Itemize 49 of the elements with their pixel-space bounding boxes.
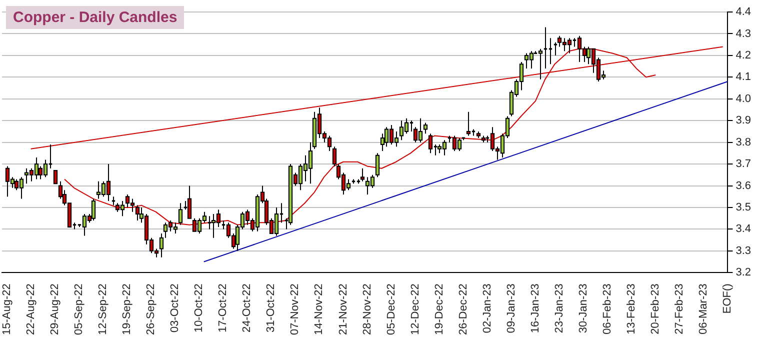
y-tick-label: 3.2	[736, 266, 752, 279]
y-tick-label: 3.8	[736, 136, 752, 148]
x-tick-label: 06-Mar-23	[698, 284, 710, 334]
x-tick-label: 14-Nov-22	[313, 284, 326, 335]
candlestick	[548, 38, 553, 65]
y-tick-label: 3.3	[736, 244, 752, 257]
x-tick-label: 16-Jan-23	[530, 284, 542, 334]
x-tick-label: 12-Sep-22	[96, 284, 109, 336]
x-tick-label: 26-Dec-22	[457, 284, 470, 335]
x-tick-label: 03-Oct-22	[169, 284, 182, 333]
y-tick-label: 4.3	[736, 28, 752, 40]
x-tick-label: 24-Oct-22	[241, 284, 254, 333]
x-tick-label: 19-Sep-22	[120, 284, 133, 336]
y-tick-label: 4.1	[736, 71, 752, 84]
y-tick-label: 3.5	[736, 202, 752, 214]
x-tick-label: EOF()	[722, 284, 734, 314]
x-tick-label: 09-Jan-23	[505, 284, 518, 334]
x-tick-label: 31-Oct-22	[265, 284, 278, 333]
x-tick-label: 05-Sep-22	[72, 284, 85, 336]
chart-title: Copper - Daily Candles	[6, 6, 184, 29]
x-tick-label: 29-Aug-22	[48, 284, 61, 336]
y-tick-label: 4.0	[736, 92, 752, 105]
candlestick	[553, 42, 558, 56]
y-tick-label: 3.4	[736, 223, 752, 236]
x-tick-label: 13-Feb-23	[626, 284, 638, 334]
x-tick-label: 12-Dec-22	[409, 284, 422, 335]
x-tick-label: 22-Aug-22	[24, 284, 37, 336]
x-tick-label: 23-Jan-23	[554, 284, 566, 334]
x-tick-label: 10-Oct-22	[193, 284, 206, 333]
x-tick-label: 07-Nov-22	[289, 284, 302, 335]
y-tick-label: 4.2	[736, 49, 752, 62]
x-tick-label: 30-Jan-23	[578, 284, 590, 334]
y-tick-label: 3.6	[736, 180, 752, 192]
x-tick-label: 06-Feb-23	[602, 284, 614, 334]
x-tick-label: 26-Sep-22	[145, 284, 158, 336]
x-tick-label: 19-Dec-22	[433, 284, 446, 335]
x-tick-label: 21-Nov-22	[337, 284, 350, 335]
x-tick-label: 17-Oct-22	[217, 284, 230, 333]
x-tick-label: 02-Jan-23	[481, 284, 494, 334]
y-tick-label: 3.7	[736, 158, 752, 170]
x-tick-label: 28-Nov-22	[361, 284, 374, 335]
y-tick-label: 3.9	[736, 114, 752, 127]
x-tick-label: 15-Aug-22	[0, 284, 13, 336]
x-tick-label: 05-Dec-22	[385, 284, 398, 335]
x-tick-label: 20-Feb-23	[650, 284, 662, 334]
candlestick	[543, 26, 548, 69]
x-tick-label: 27-Feb-23	[674, 284, 686, 334]
y-tick-label: 4.4	[736, 6, 752, 18]
candlestick	[207, 216, 212, 230]
